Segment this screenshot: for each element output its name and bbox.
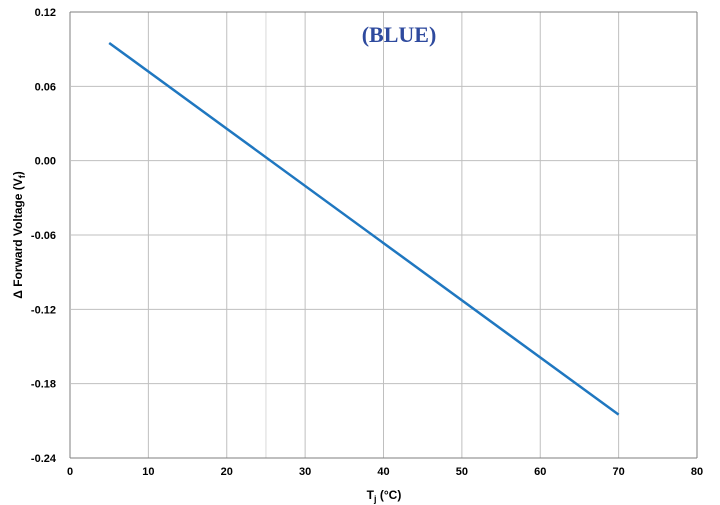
series-layer [108,41,620,416]
x-axis-title-unit: (°C) [377,488,402,502]
y-tick-label: 0.06 [35,81,56,93]
y-tick-label: -0.24 [31,453,57,465]
x-tick-label: 10 [142,466,154,478]
y-tick-label: -0.12 [31,304,56,316]
x-tick-label: 20 [221,466,233,478]
x-axis-title-sub: j [373,494,377,504]
x-tick-label: 60 [534,466,546,478]
y-tick-label: -0.18 [31,379,56,391]
tick-labels: 0 10 20 30 40 50 60 70 80 0.12 0.06 0.00 -0.06 -0.12 -… [31,7,703,478]
x-tick-label: 30 [299,466,311,478]
x-axis-title-main: T [367,488,375,502]
x-tick-label: 80 [691,466,703,478]
series-line [108,41,620,416]
y-axis-title: Δ Forward Voltage (Vf) [11,171,27,298]
x-axis-title: Tj (°C) [367,488,402,504]
x-tick-label: 0 [67,466,73,478]
series-label: (BLUE) [362,22,437,47]
y-axis-title-close: ) [11,171,25,175]
x-tick-label: 40 [377,466,389,478]
x-tick-label: 70 [613,466,625,478]
y-axis-title-main: Δ Forward Voltage (V [11,178,25,298]
y-tick-label: -0.06 [31,230,56,242]
y-tick-label: 0.12 [35,7,56,19]
y-tick-label: 0.00 [35,156,56,168]
y-axis-title-sub: f [17,174,27,178]
gridlines [69,11,698,459]
x-tick-label: 50 [456,466,468,478]
